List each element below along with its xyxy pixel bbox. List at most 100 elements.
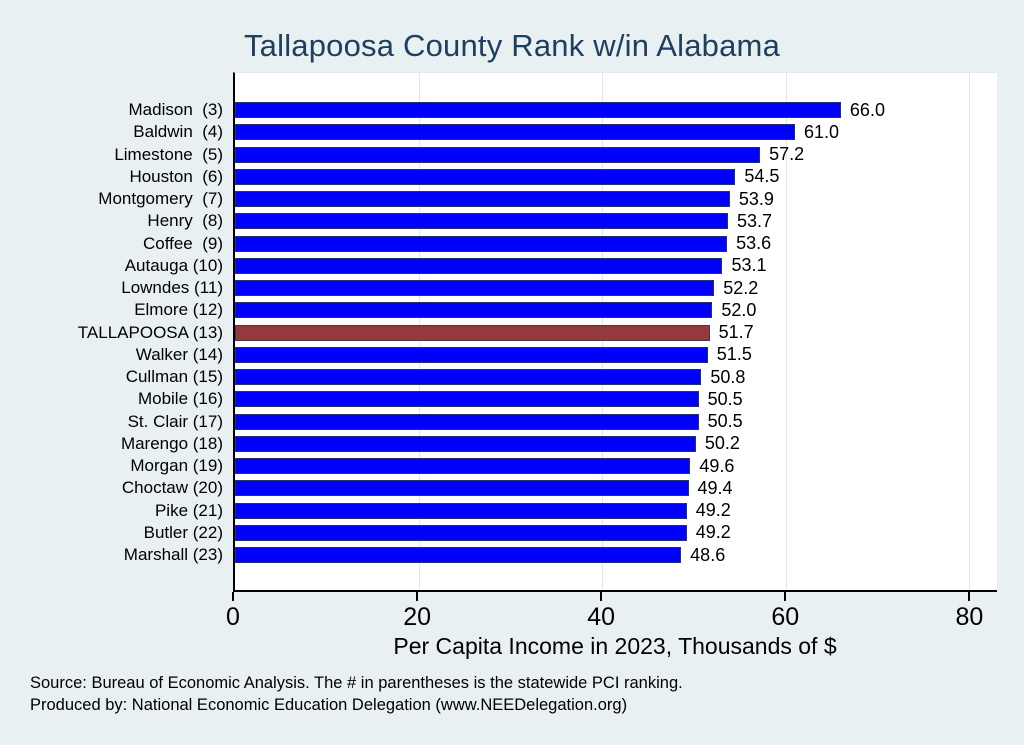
bar-row: Marshall (23) 48.6 (124, 544, 997, 565)
category-label: Marshall (23) (123, 545, 223, 564)
bar-row: Coffee (9) 53.6 (143, 233, 997, 253)
bar (235, 524, 687, 541)
value-label: 49.2 (695, 522, 731, 543)
gridline (969, 73, 971, 590)
x-tick (600, 592, 603, 601)
value-label: 54.5 (744, 166, 780, 187)
category-label: Limestone (5) (114, 144, 223, 164)
value-label: 53.1 (731, 255, 767, 276)
bar-row: Autauga (10) 53.1 (125, 255, 997, 276)
bar (235, 191, 730, 207)
bar (235, 102, 841, 118)
bar-row: Mobile (16) 50.5 (138, 388, 997, 409)
bar (235, 124, 796, 141)
value-label: 51.7 (718, 322, 754, 342)
x-tick (416, 592, 419, 601)
x-axis-title: Per Capita Income in 2023, Thousands of … (393, 633, 837, 659)
x-tick-label: 60 (771, 603, 800, 631)
bar-row: St. Clair (17) 50.5 (128, 411, 997, 431)
category-label: Madison (3) (128, 100, 223, 119)
value-label: 49.2 (695, 500, 731, 520)
bar (235, 391, 699, 408)
category-label: Houston (6) (129, 166, 223, 186)
bar-row: Baldwin (4) 61.0 (133, 121, 997, 142)
bar (235, 235, 728, 252)
value-label: 50.2 (704, 433, 740, 454)
bar-row: Henry (8) 53.7 (147, 210, 997, 231)
category-label: Lowndes (11) (121, 278, 223, 297)
value-label: 50.5 (707, 388, 743, 409)
x-tick-label: 80 (955, 603, 984, 631)
x-tick (232, 592, 234, 601)
category-label: Morgan (19) (130, 456, 223, 475)
bar-rows: Madison (3) 66.0 Baldwin (4) 61.0 Limestone … (78, 73, 997, 590)
bar-row: Pike (21) 49.2 (155, 500, 997, 520)
bar (235, 146, 761, 163)
category-label: Elmore (12) (134, 300, 223, 320)
plot-area: Madison (3) 66.0 Baldwin (4) 61.0 Limestone … (78, 72, 997, 592)
x-tick-label: 0 (226, 603, 240, 631)
category-label: Pike (21) (154, 500, 223, 520)
value-label: 57.2 (769, 144, 805, 164)
bar (235, 280, 715, 296)
x-tick-label: 40 (587, 603, 616, 631)
category-label: Coffee (9) (142, 233, 223, 253)
bar (235, 168, 736, 185)
value-label: 50.5 (707, 411, 743, 431)
footnotes: Source: Bureau of Economic Analysis. The… (30, 672, 683, 716)
x-axis: 0 20 40 60 80 (226, 592, 997, 637)
category-label: Mobile (16) (137, 389, 223, 409)
bar-row: Morgan (19) 49.6 (130, 455, 997, 476)
category-label: Autauga (10) (124, 255, 223, 275)
value-label: 49.6 (699, 455, 735, 476)
value-label: 48.6 (690, 544, 726, 565)
value-label: 51.5 (716, 344, 752, 365)
source-note: Source: Bureau of Economic Analysis. The… (30, 674, 683, 692)
bar (235, 413, 699, 430)
bar (235, 458, 691, 474)
category-label: Cullman (15) (125, 367, 223, 386)
value-label: 50.8 (710, 366, 746, 387)
value-label: 52.0 (721, 299, 757, 320)
bar (235, 346, 708, 363)
value-label: 53.9 (738, 188, 774, 209)
chart-title: Tallapoosa County Rank w/in Alabama (243, 28, 781, 63)
category-label: Marengo (18) (120, 433, 223, 453)
bar (235, 369, 702, 385)
category-label: Baldwin (4) (133, 122, 223, 142)
bar-row: Montgomery (7) 53.9 (98, 188, 997, 209)
x-tick-label: 20 (403, 603, 431, 631)
bar (235, 547, 682, 563)
value-label: 53.6 (736, 233, 772, 253)
x-tick (784, 592, 787, 601)
bar-row: Cullman (15) 50.8 (126, 366, 997, 387)
bar-row: Choctaw (20) 49.4 (122, 477, 997, 498)
category-label: Henry (8) (147, 211, 223, 231)
value-label: 49.4 (697, 477, 733, 498)
bar-row: TALLAPOOSA (13) 51.7 (78, 322, 997, 342)
bar-row: Madison (3) 66.0 (129, 99, 997, 120)
category-label: Walker (14) (135, 344, 223, 364)
value-label: 61.0 (804, 121, 840, 142)
bar (235, 257, 723, 274)
bar-row: Marengo (18) 50.2 (121, 433, 997, 454)
value-label: 66.0 (849, 99, 885, 120)
bar-row: Elmore (12) 52.0 (134, 299, 997, 320)
bar-row: Limestone (5) 57.2 (114, 144, 997, 164)
bar (235, 480, 689, 497)
gridline (785, 73, 787, 590)
category-label: Choctaw (20) (121, 478, 223, 498)
bar-row: Lowndes (11) 52.2 (121, 277, 997, 298)
highlight-bar (235, 324, 710, 341)
produced-by-note: Produced by: National Economic Education… (30, 696, 628, 714)
bar (235, 302, 713, 319)
category-label: TALLAPOOSA (13) (77, 322, 223, 342)
category-label: St. Clair (17) (127, 411, 223, 431)
bar (235, 435, 696, 452)
category-label: Butler (22) (143, 522, 223, 542)
bar-row: Walker (14) 51.5 (136, 344, 997, 365)
bar-row: Houston (6) 54.5 (129, 166, 997, 187)
value-label: 52.2 (723, 277, 759, 298)
value-label: 53.7 (737, 210, 773, 231)
category-label: Montgomery (7) (98, 189, 223, 208)
